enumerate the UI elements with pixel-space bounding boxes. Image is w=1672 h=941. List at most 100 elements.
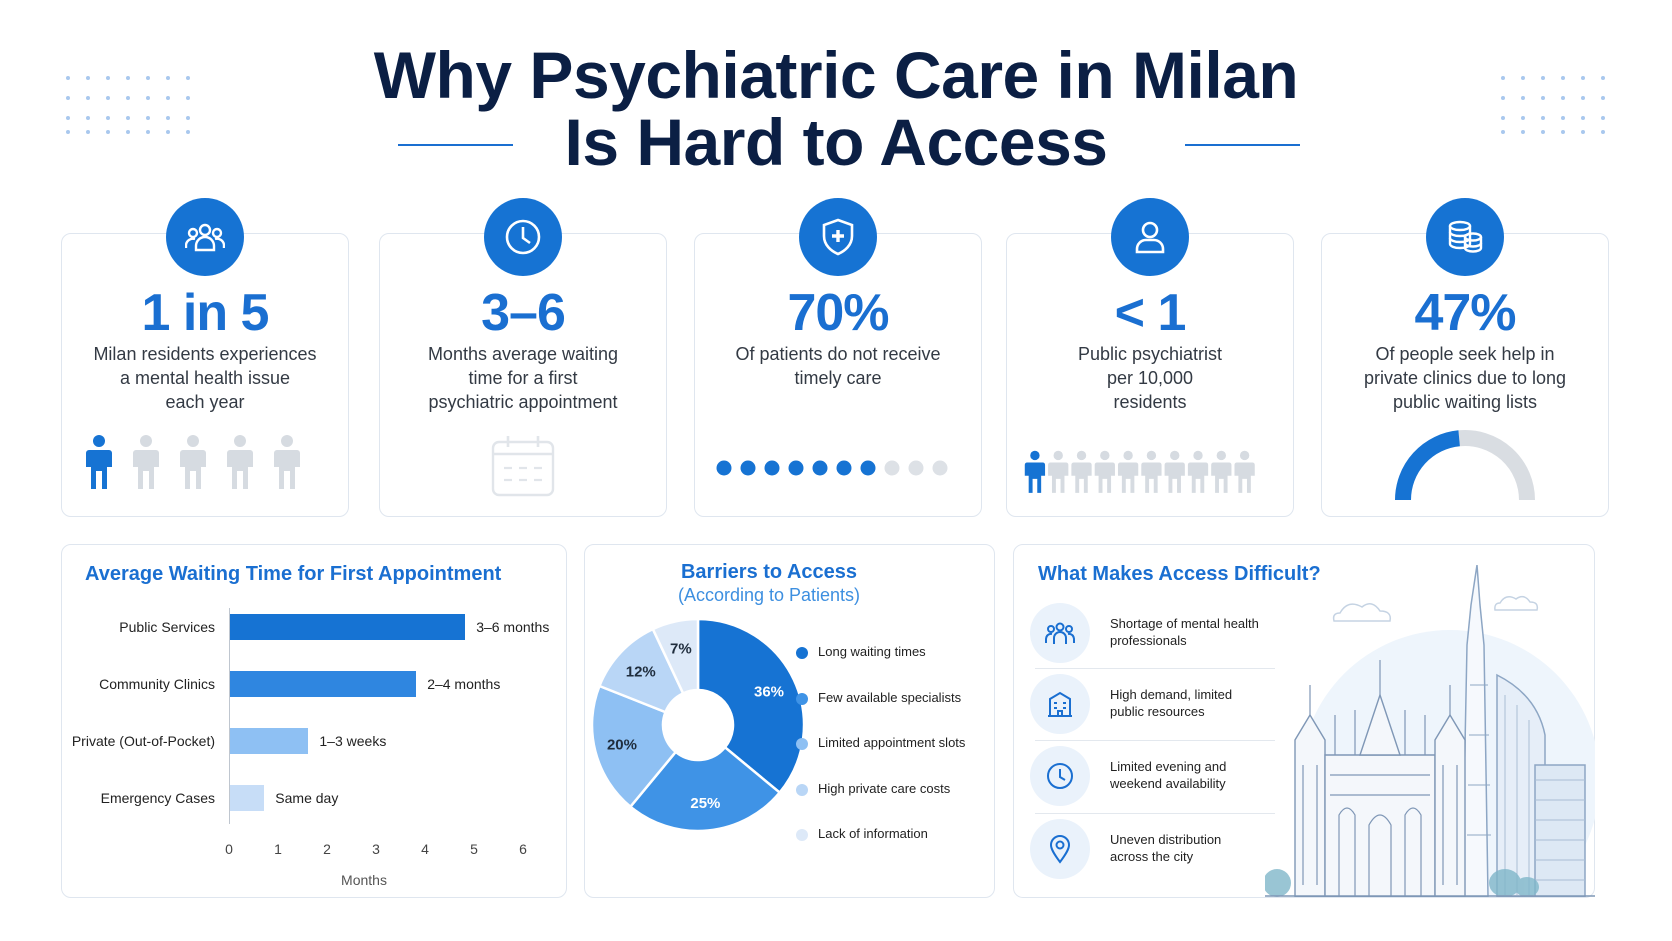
waiting-time-panel [61, 544, 567, 898]
dot-empty [884, 460, 900, 476]
difficulty-divider [1035, 813, 1275, 814]
bar-category-label: Public Services [119, 619, 215, 635]
legend-label: High private care costs [818, 780, 951, 796]
dot-empty [932, 460, 948, 476]
title-divider-right [1185, 144, 1300, 146]
stat-desc-prevalence: Milan residents experiences a mental hea… [61, 342, 349, 414]
legend-swatch [796, 783, 808, 796]
bar-chart-xlabel: Months [341, 872, 387, 888]
decorative-dot-grid-left [66, 76, 190, 134]
bar [230, 728, 309, 754]
donut-slice-label: 25% [690, 795, 720, 812]
legend-label: Limited appointment slots [818, 735, 966, 750]
bar-data-label: 1–3 weeks [319, 733, 387, 749]
person-empty-icon [180, 435, 206, 489]
difficulty-text: Uneven distribution across the city [1110, 831, 1280, 865]
stat-desc-line: Of patients do not receive [735, 344, 941, 364]
difficulty-line: across the city [1110, 849, 1194, 864]
page-title-line2: Is Hard to Access [564, 105, 1108, 179]
stat-desc-untimely: Of patients do not receive timely care [694, 342, 982, 390]
bar-data-label: Same day [275, 790, 339, 806]
person-empty-icon [1117, 450, 1139, 493]
stat-desc-line: timely care [794, 368, 882, 388]
stat-desc-line: residents [1113, 392, 1187, 412]
bar-category-label: Emergency Cases [100, 790, 215, 806]
person-empty-icon [1094, 450, 1115, 493]
x-tick-label: 4 [421, 841, 429, 857]
legend-swatch [796, 647, 808, 659]
title-divider-left [398, 144, 513, 146]
legend-item: Long waiting times [796, 644, 926, 659]
prevalence-pictogram [86, 435, 300, 489]
stat-desc-line: time for a first [468, 368, 578, 388]
legend-swatch [796, 829, 808, 841]
stat-desc-line: Public psychiatrist [1077, 344, 1223, 364]
barriers-title: Barriers to Access [680, 561, 858, 583]
shield-cross-icon [799, 198, 877, 276]
person-filled-icon [1024, 450, 1046, 493]
difficulty-line: Shortage of mental health [1110, 616, 1259, 631]
x-tick-label: 0 [225, 841, 233, 857]
gauge-fill [1395, 430, 1461, 501]
dot-filled [764, 460, 780, 476]
private-clinic-gauge [1395, 430, 1535, 501]
person-empty-icon [1048, 450, 1069, 493]
x-tick-label: 3 [372, 841, 380, 857]
bar-data-label: 3–6 months [476, 619, 550, 635]
dot-empty [908, 460, 924, 476]
dot-filled [860, 460, 876, 476]
bar [230, 671, 417, 697]
x-tick-label: 5 [470, 841, 478, 857]
legend-label: Few available specialists [818, 689, 962, 705]
donut-slice [696, 617, 806, 795]
page-title-line1: Why Psychiatric Care in Milan [373, 38, 1299, 112]
stat-value-prevalence: 1 in 5 [141, 284, 270, 342]
stat-desc-line: psychiatric appointment [428, 392, 618, 412]
dot-filled [812, 460, 828, 476]
person-empty-icon [133, 435, 159, 489]
building-icon [1030, 674, 1090, 734]
psychiatrist-pictogram [1024, 450, 1255, 493]
difficulty-text: Shortage of mental health professionals [1110, 615, 1280, 649]
stat-card-prevalence [61, 233, 349, 517]
clock-icon [484, 198, 562, 276]
person-empty-icon [1164, 450, 1185, 493]
person-empty-icon [274, 435, 300, 489]
legend-item: Lack of information [796, 826, 928, 841]
donut-slice-label: 12% [626, 663, 656, 680]
barriers-subtitle: (According to Patients) [677, 585, 861, 605]
difficulty-line: professionals [1110, 633, 1187, 648]
x-tick-label: 2 [323, 841, 331, 857]
person-filled-icon [86, 435, 112, 489]
difficulty-line: Uneven distribution [1110, 832, 1222, 847]
dot-filled [836, 460, 852, 476]
legend-item: Limited appointment slots [796, 735, 966, 750]
donut-slice-label: 36% [754, 684, 784, 701]
legend-swatch [796, 738, 808, 750]
person-empty-icon [1211, 450, 1232, 493]
people-group-icon [166, 198, 244, 276]
stat-desc-line: each year [165, 392, 245, 412]
decorative-dot-grid-right [1501, 76, 1605, 134]
dot-filled [716, 460, 732, 476]
dot-filled [788, 460, 804, 476]
untimely-care-dot-scale [716, 460, 948, 476]
stat-value-waiting: 3–6 [481, 284, 566, 342]
gauge-track [1458, 430, 1535, 501]
clock-icon [1030, 746, 1090, 806]
waiting-time-title: Average Waiting Time for First Appointme… [85, 563, 502, 585]
stat-desc-line: Months average waiting [427, 344, 619, 364]
bar-chart-axis-line [229, 608, 230, 824]
difficulty-divider [1035, 668, 1275, 669]
milan-skyline-illustration [1265, 565, 1595, 897]
stat-desc-waiting: Months average waiting time for a first … [379, 342, 667, 414]
stat-desc-line: per 10,000 [1106, 368, 1194, 388]
legend-swatch [796, 692, 808, 705]
bar-data-label: 2–4 months [427, 676, 501, 692]
calendar-icon [491, 436, 555, 497]
stat-desc-line: public waiting lists [1392, 392, 1538, 412]
bar [230, 785, 265, 811]
person-icon [1111, 198, 1189, 276]
difficulty-text: Limited evening and weekend availability [1110, 758, 1280, 792]
difficulty-line: public resources [1110, 704, 1205, 719]
